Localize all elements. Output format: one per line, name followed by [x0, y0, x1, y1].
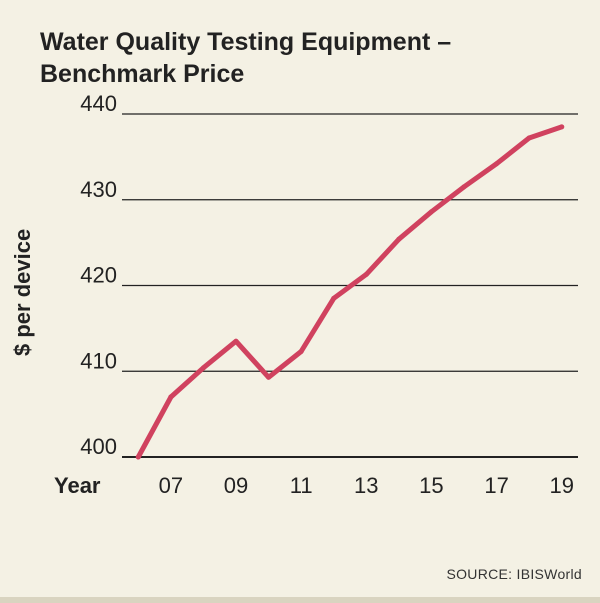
- y-tick-label: 410: [80, 348, 117, 373]
- data-point: [559, 124, 565, 130]
- data-point: [526, 135, 532, 141]
- data-point: [494, 161, 500, 167]
- data-point: [363, 271, 369, 277]
- data-point: [396, 236, 402, 242]
- data-point: [168, 394, 174, 400]
- chart-title-line-2: Benchmark Price: [40, 60, 245, 88]
- y-tick-label: 430: [80, 177, 117, 202]
- x-tick-label: 17: [484, 473, 508, 498]
- chart-title: Water Quality Testing Equipment – Benchm…: [40, 26, 580, 90]
- x-tick-label: 13: [354, 473, 378, 498]
- data-point: [461, 184, 467, 190]
- x-axis-label: Year: [54, 473, 101, 498]
- x-tick-label: 19: [549, 473, 573, 498]
- series-line: [135, 124, 565, 460]
- data-point: [233, 338, 239, 344]
- data-point: [266, 374, 272, 380]
- data-point: [428, 209, 434, 215]
- y-tick-label: 440: [80, 91, 117, 116]
- x-tick-labels: 07 09 11 13 15 17 19: [159, 473, 574, 498]
- x-tick-label: 07: [159, 473, 183, 498]
- x-tick-label: 15: [419, 473, 443, 498]
- data-point: [298, 349, 304, 355]
- x-tick-label: 11: [290, 473, 313, 498]
- data-point: [331, 295, 337, 301]
- y-tick-label: 420: [80, 263, 117, 288]
- data-point: [135, 454, 141, 460]
- y-tick-labels: 400 410 420 430 440: [80, 91, 117, 459]
- data-point: [200, 365, 206, 371]
- source-note: SOURCE: IBISWorld: [446, 566, 582, 582]
- y-tick-label: 400: [80, 434, 117, 459]
- x-tick-label: 09: [224, 473, 248, 498]
- series-layer: [135, 124, 565, 460]
- chart-title-line-1: Water Quality Testing Equipment –: [40, 28, 452, 56]
